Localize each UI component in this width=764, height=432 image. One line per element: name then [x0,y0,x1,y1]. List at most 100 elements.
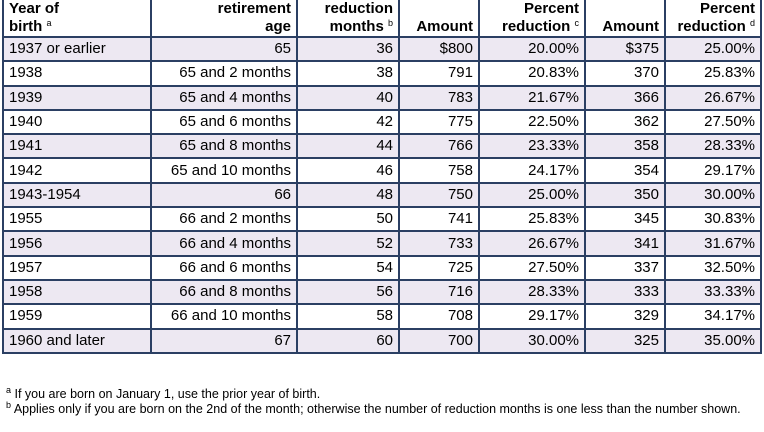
table-cell: 350 [584,181,666,209]
retirement-reduction-table: Year of birth a retirement age reduction mo… [2,0,762,354]
table-cell: 341 [584,230,666,257]
table-cell: 716 [398,278,480,306]
table-cell: 66 and 2 months [150,206,298,233]
table-cell: 1941 [2,133,152,160]
table-cell: 741 [398,206,480,233]
table-cell: 1956 [2,230,152,257]
table-cell: 26.67% [664,84,762,111]
table-cell: 733 [398,230,480,257]
table-cell: 1940 [2,108,152,136]
table-cell: 354 [584,157,666,184]
table-cell: 1938 [2,60,152,87]
table-cell: 29.17% [478,303,586,330]
table-cell: 31.67% [664,230,762,257]
table-cell: 27.50% [478,254,586,281]
table-cell: 775 [398,108,480,136]
table-cell: 38 [296,60,400,87]
table-cell: 65 and 2 months [150,60,298,87]
table-row: 1939 65 and 4 months 40 783 21.67% 366 26.67% [2,84,762,111]
table-cell: 1939 [2,84,152,111]
table-cell: 725 [398,254,480,281]
table-cell: 25.83% [664,60,762,87]
table-cell: 26.67% [478,230,586,257]
footnote-b: b Applies only if you are born on the 2n… [6,400,741,417]
table-cell: 28.33% [478,278,586,306]
table-cell: 30.00% [664,181,762,209]
table-cell: 700 [398,327,480,354]
table-row: 1940 65 and 6 months 42 775 22.50% 362 27.50% [2,108,762,136]
table-row: 1957 66 and 6 months 54 725 27.50% 337 32.50% [2,254,762,281]
table-cell: 32.50% [664,254,762,281]
footnote-a: a If you are born on January 1, use the … [6,385,321,402]
table-cell: 25.00% [478,181,586,209]
table-cell: $800 [398,35,480,63]
table-cell: 345 [584,206,666,233]
header-amount-1: Amount [398,0,480,38]
table-cell: 25.83% [478,206,586,233]
table-cell: 33.33% [664,278,762,306]
table-row: 1943-1954 66 48 750 25.00% 350 30.00% [2,181,762,209]
table-cell: 366 [584,84,666,111]
table-cell: 30.83% [664,206,762,233]
table-cell: 65 and 4 months [150,84,298,111]
table-row: 1960 and later 67 60 700 30.00% 325 35.00% [2,327,762,354]
table-cell: 50 [296,206,400,233]
table-cell: 42 [296,108,400,136]
table-cell: 1942 [2,157,152,184]
footnotes: a If you are born on January 1, use the … [6,385,762,417]
table-cell: 20.00% [478,35,586,63]
table-cell: 23.33% [478,133,586,160]
table-cell: 27.50% [664,108,762,136]
table-cell: 758 [398,157,480,184]
table-cell: 329 [584,303,666,330]
table-cell: 34.17% [664,303,762,330]
table-cell: 791 [398,60,480,87]
table-cell: 708 [398,303,480,330]
table-body: 1937 or earlier 65 36 $800 20.00% $375 25.00% 1… [2,35,762,354]
table-cell: 30.00% [478,327,586,354]
table-cell: 370 [584,60,666,87]
table-cell: 66 and 6 months [150,254,298,281]
table-cell: 766 [398,133,480,160]
table-cell: 21.67% [478,84,586,111]
header-percent-reduction-2: Percent reduction d [664,0,762,38]
table-cell: 24.17% [478,157,586,184]
table-cell: 750 [398,181,480,209]
header-year-of-birth: Year of birth a [2,0,152,38]
table-cell: 337 [584,254,666,281]
header-retirement-age: retirement age [150,0,298,38]
table-cell: 1955 [2,206,152,233]
table-cell: 56 [296,278,400,306]
table-cell: 783 [398,84,480,111]
table-cell: 1937 or earlier [2,35,152,63]
table-cell: 36 [296,35,400,63]
header-amount-2: Amount [584,0,666,38]
table-cell: 1943-1954 [2,181,152,209]
table-cell: 1960 and later [2,327,152,354]
table-cell: 25.00% [664,35,762,63]
table-cell: 54 [296,254,400,281]
table-cell: 333 [584,278,666,306]
table-cell: 22.50% [478,108,586,136]
table-cell: 35.00% [664,327,762,354]
table-row: 1955 66 and 2 months 50 741 25.83% 345 30.83% [2,206,762,233]
table-cell: $375 [584,35,666,63]
table-cell: 58 [296,303,400,330]
table-cell: 44 [296,133,400,160]
table-row: 1937 or earlier 65 36 $800 20.00% $375 25.00% [2,35,762,63]
table-row: 1959 66 and 10 months 58 708 29.17% 329 34.17% [2,303,762,330]
table-row: 1938 65 and 2 months 38 791 20.83% 370 25.83% [2,60,762,87]
table-cell: 40 [296,84,400,111]
table-cell: 67 [150,327,298,354]
table-cell: 1958 [2,278,152,306]
header-percent-reduction-1: Percent reduction c [478,0,586,38]
table-cell: 65 and 6 months [150,108,298,136]
table-cell: 60 [296,327,400,354]
table-cell: 28.33% [664,133,762,160]
table-cell: 66 and 8 months [150,278,298,306]
header-row: Year of birth a retirement age reduction mo… [2,0,762,38]
table-cell: 48 [296,181,400,209]
header-reduction-months: reduction months b [296,0,400,38]
table-cell: 66 and 10 months [150,303,298,330]
